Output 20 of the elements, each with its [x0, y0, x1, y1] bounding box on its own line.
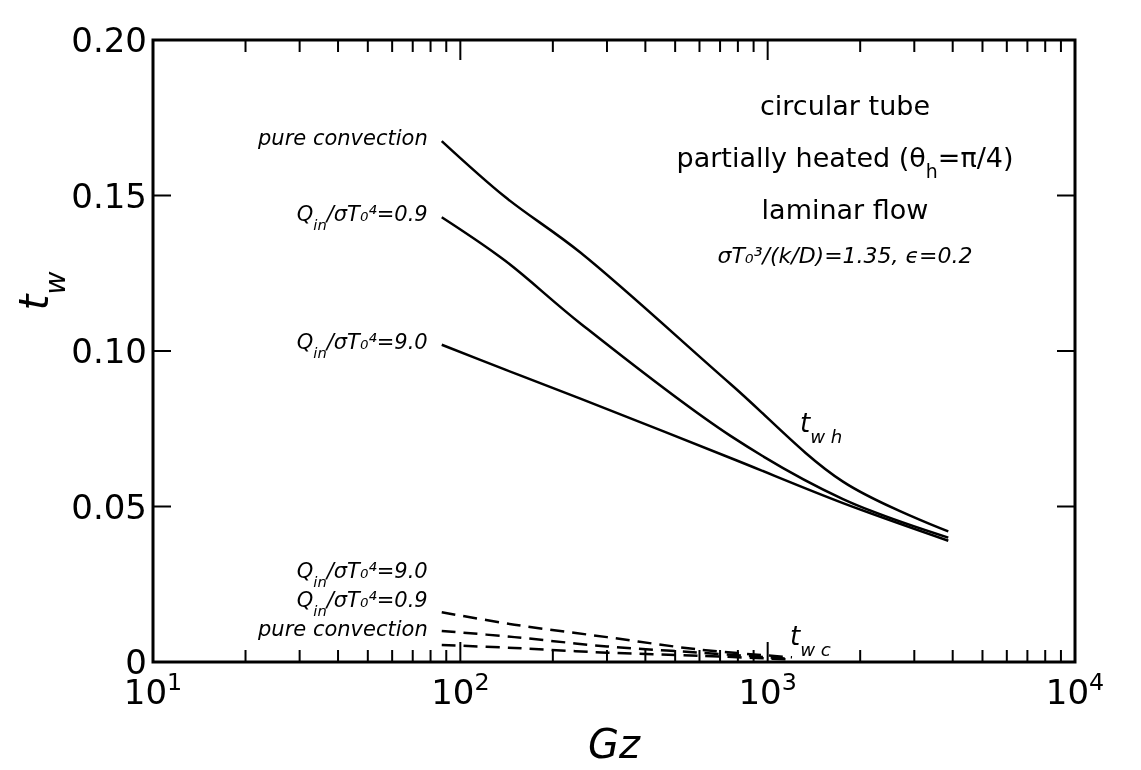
- series-label: Q$_{in}$/σT₀⁴=0.9: [296, 588, 428, 619]
- y-tick-label: 0.10: [71, 331, 147, 371]
- x-tick-label: 10$^{4}$: [1045, 668, 1105, 712]
- series-label: Q$_{in}$/σT₀⁴=9.0: [296, 559, 428, 590]
- y-tick-label: 0.15: [71, 175, 147, 216]
- annotation: circular tube: [760, 90, 930, 121]
- series-label: pure convection: [257, 126, 428, 151]
- annotation: laminar flow: [761, 194, 929, 225]
- annotation: t$_{w h}$: [800, 408, 843, 447]
- x-tick-label: 10$^{2}$: [431, 668, 490, 712]
- y-tick-label: 0.20: [71, 20, 147, 60]
- annotation: partially heated (θ$_{h}$=π/4): [676, 142, 1014, 182]
- annotation: t$_{w c}$: [790, 621, 831, 660]
- series-label: pure convection: [257, 617, 428, 641]
- y-tick-label: 0.05: [71, 486, 147, 527]
- series-label: Q$_{in}$/σT₀⁴=9.0: [296, 329, 428, 361]
- annotation: σT₀³/(k/D)=1.35, ϵ=0.2: [717, 243, 973, 268]
- x-tick-label: 10$^{3}$: [738, 668, 797, 712]
- x-axis-title: Gz: [588, 721, 641, 767]
- series-label: Q$_{in}$/σT₀⁴=0.9: [296, 202, 428, 233]
